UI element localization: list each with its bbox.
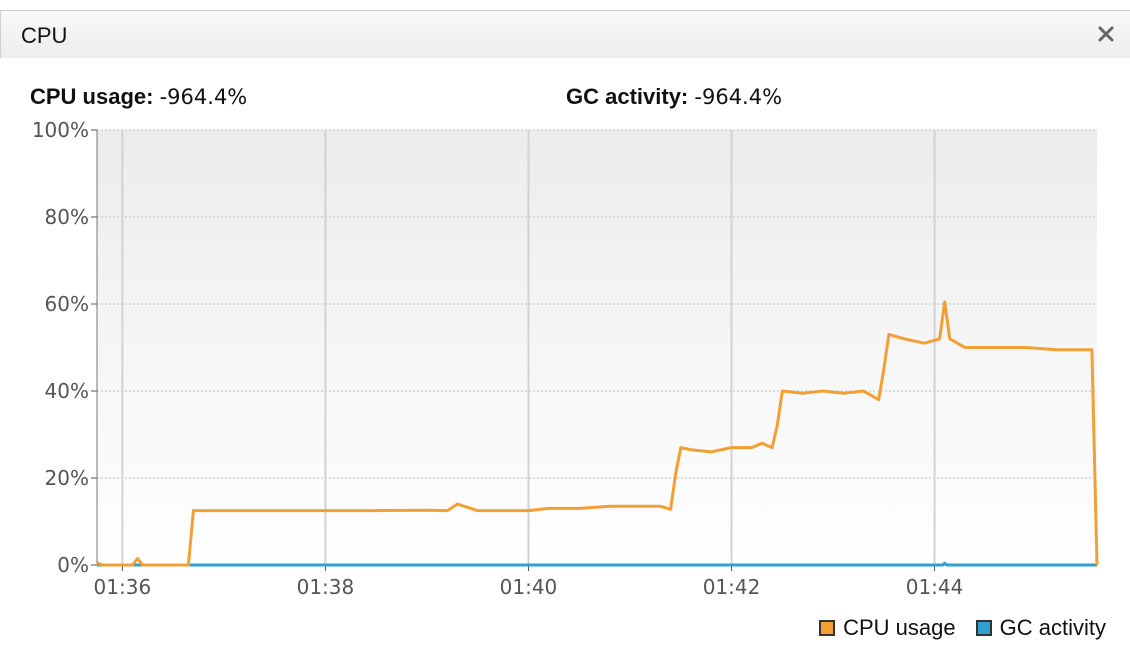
stats-row: CPU usage: -964.4% GC activity: -964.4% bbox=[0, 80, 1130, 120]
gc-activity-stat: GC activity: -964.4% bbox=[566, 84, 782, 110]
legend-cpu-label: CPU usage bbox=[843, 615, 956, 640]
chart-legend: CPU usage GC activity bbox=[799, 612, 1106, 644]
y-tick-label: 0% bbox=[57, 553, 89, 577]
x-tick-label: 01:36 bbox=[94, 575, 152, 599]
x-tick-label: 01:44 bbox=[906, 575, 964, 599]
panel-tab-bar: CPU bbox=[0, 10, 1130, 58]
close-icon[interactable] bbox=[1094, 22, 1118, 46]
cpu-usage-value: -964.4% bbox=[159, 85, 248, 109]
y-tick-label: 80% bbox=[45, 205, 89, 229]
x-tick-label: 01:38 bbox=[297, 575, 355, 599]
plot-area bbox=[97, 130, 1097, 565]
tab-cpu-label: CPU bbox=[21, 23, 68, 48]
y-tick-label: 20% bbox=[45, 466, 89, 490]
y-tick-label: 100% bbox=[32, 120, 89, 142]
cpu-usage-swatch bbox=[819, 620, 836, 636]
gc-activity-label: GC activity: bbox=[566, 84, 689, 109]
gc-activity-swatch bbox=[975, 620, 992, 636]
legend-item-gc[interactable]: GC activity bbox=[975, 615, 1106, 641]
cpu-chart: 0% 20% 40% 60% 80% 100% 01:36 01:38 01:40 01:42 01… bbox=[32, 120, 1099, 599]
y-tick-label: 40% bbox=[45, 379, 89, 403]
legend-gc-label: GC activity bbox=[999, 615, 1106, 640]
x-tick-label: 01:42 bbox=[703, 575, 761, 599]
y-tick-label: 60% bbox=[45, 292, 89, 316]
cpu-usage-series-line bbox=[96, 300, 1099, 567]
tab-cpu[interactable]: CPU bbox=[0, 11, 1130, 58]
x-tick-label: 01:40 bbox=[500, 575, 558, 599]
gc-activity-series-line bbox=[97, 561, 1097, 567]
cpu-usage-label: CPU usage: bbox=[30, 84, 154, 109]
legend-item-cpu[interactable]: CPU usage bbox=[819, 615, 956, 641]
cpu-usage-stat: CPU usage: -964.4% bbox=[30, 84, 247, 110]
gc-activity-value: -964.4% bbox=[694, 85, 783, 109]
